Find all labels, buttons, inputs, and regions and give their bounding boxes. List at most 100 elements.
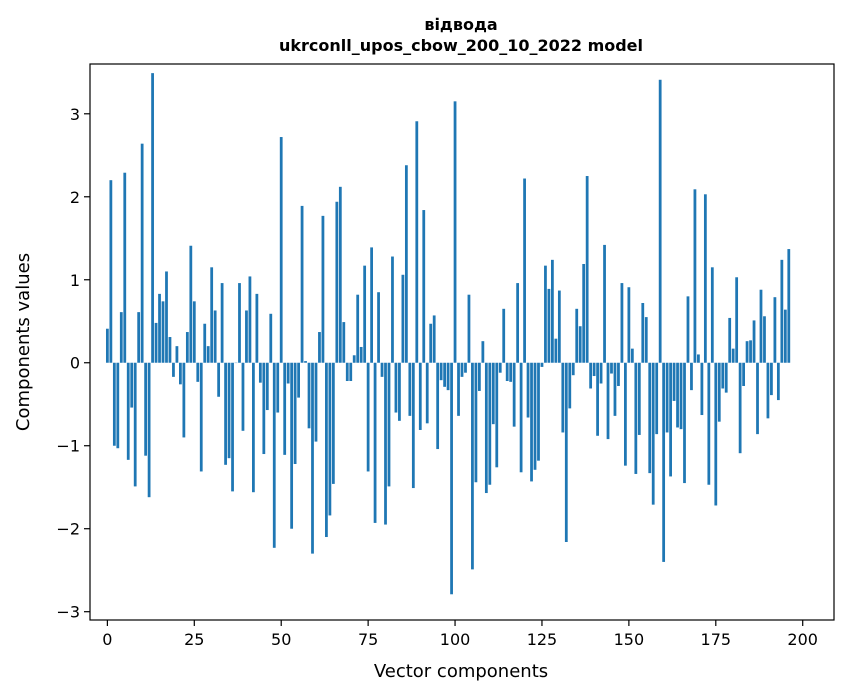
bar-40: [245, 310, 248, 363]
bar-28: [203, 323, 207, 363]
bar-174: [710, 267, 714, 363]
bar-130: [557, 290, 561, 363]
x-tick-label-25: 25: [184, 630, 204, 649]
bar-132: [564, 362, 568, 542]
bar-83: [394, 362, 398, 413]
y-axis-label: Components values: [13, 253, 34, 431]
bar-175: [714, 362, 718, 506]
bar-43: [255, 293, 259, 363]
bar-34: [224, 362, 227, 465]
bar-27: [199, 362, 203, 472]
bar-47: [269, 313, 273, 363]
y-tick-label--1: −1: [56, 437, 80, 456]
bar-1: [109, 180, 113, 363]
bar-151: [630, 348, 634, 363]
bar-160: [662, 362, 666, 562]
bar-87: [408, 362, 412, 416]
bar-58: [307, 362, 311, 429]
bar-163: [672, 362, 676, 401]
bar-185: [749, 340, 752, 363]
bar-14: [154, 322, 158, 363]
bar-50: [279, 137, 283, 363]
bar-16: [161, 301, 165, 363]
bar-23: [185, 332, 189, 363]
bar-147: [617, 362, 620, 386]
bar-127: [547, 288, 551, 363]
chart-title: відвода: [424, 15, 497, 34]
bar-24: [189, 245, 193, 363]
bar-18: [168, 337, 172, 363]
x-tick-label-175: 175: [701, 630, 732, 649]
bar-64: [328, 362, 332, 516]
x-tick-label-200: 200: [787, 630, 818, 649]
bar-102: [460, 362, 464, 377]
bar-97: [443, 362, 447, 387]
bar-0: [105, 328, 109, 363]
bar-35: [227, 362, 231, 459]
bar-63: [325, 362, 328, 538]
bar-106: [474, 362, 478, 483]
bar-33: [220, 283, 224, 363]
bar-103: [464, 362, 467, 373]
bar-142: [599, 362, 603, 384]
y-tick-label-2: 2: [70, 188, 80, 207]
bar-120: [523, 178, 526, 363]
bar-17: [165, 271, 168, 363]
bar-11: [144, 362, 148, 456]
bar-10: [140, 143, 144, 363]
bar-52: [286, 362, 290, 384]
bar-6: [126, 362, 130, 460]
bar-104: [467, 294, 471, 363]
bar-119: [519, 362, 523, 473]
bar-39: [241, 362, 245, 431]
bar-136: [578, 326, 582, 363]
bar-13: [151, 73, 154, 363]
bar-99: [450, 362, 453, 595]
bar-159: [658, 79, 662, 363]
bar-74: [363, 265, 367, 363]
bar-41: [248, 276, 252, 363]
bar-196: [787, 249, 791, 363]
bar-194: [780, 259, 784, 363]
bar-46: [265, 362, 269, 411]
bar-181: [735, 277, 739, 363]
bar-9: [137, 312, 141, 363]
bar-85: [401, 274, 405, 363]
bar-76: [370, 247, 373, 363]
bar-140: [592, 362, 596, 377]
bar-167: [686, 296, 690, 363]
bar-5: [123, 172, 127, 363]
bar-36: [231, 362, 234, 492]
bar-71: [352, 355, 356, 363]
bar-22: [182, 362, 186, 438]
bar-60: [314, 362, 318, 442]
bar-66: [335, 201, 339, 363]
bar-171: [700, 362, 704, 416]
bar-110: [488, 362, 492, 485]
bar-111: [491, 362, 495, 425]
bar-177: [721, 362, 725, 389]
bar-96: [439, 362, 443, 381]
x-tick-label-0: 0: [102, 630, 112, 649]
bar-179: [728, 317, 732, 363]
x-axis-label: Vector components: [374, 661, 548, 682]
bar-38: [238, 283, 241, 363]
bar-133: [568, 362, 572, 409]
bar-55: [297, 362, 300, 398]
bar-191: [770, 362, 773, 396]
bar-172: [703, 194, 707, 363]
bar-180: [731, 348, 735, 363]
bar-138: [585, 176, 589, 363]
bar-143: [603, 244, 606, 363]
bar-108: [481, 341, 485, 363]
bar-123: [533, 362, 537, 470]
bar-165: [679, 362, 683, 430]
bar-164: [676, 362, 679, 428]
bar-44: [258, 362, 262, 383]
bar-25: [192, 301, 196, 363]
bar-7: [130, 362, 134, 408]
bar-162: [669, 362, 672, 477]
bar-121: [526, 362, 530, 418]
bar-149: [624, 362, 627, 466]
